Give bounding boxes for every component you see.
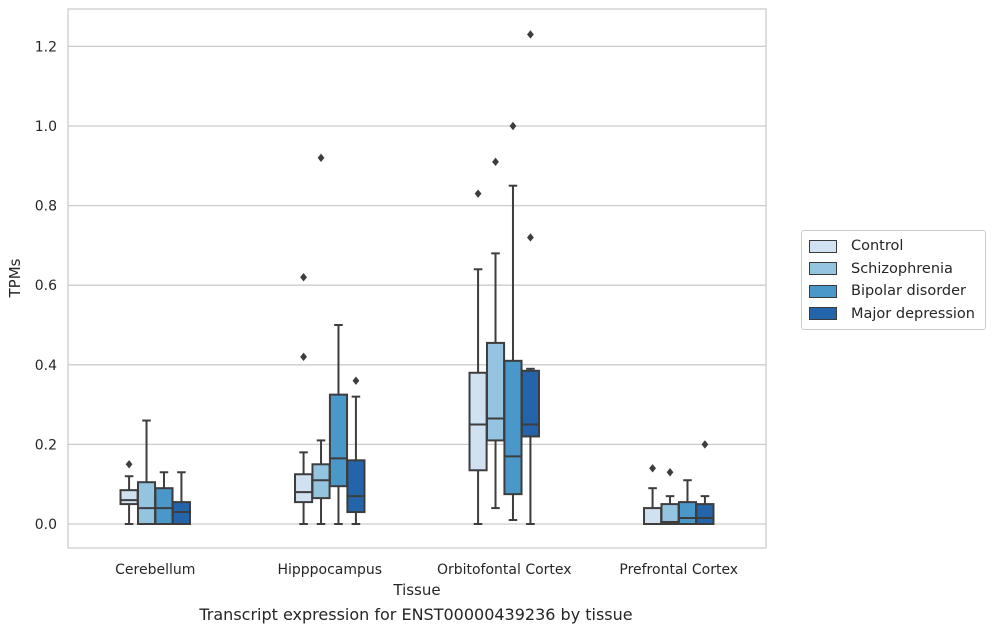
legend-swatch [809,262,837,276]
outlier-point [492,157,499,167]
outlier-point [352,376,360,385]
box-major-depression [695,440,715,526]
box-major-depression [520,30,540,525]
box-bipolar-disorder [503,121,523,522]
iqr-box [294,473,314,504]
x-tick-label: Cerebellum [115,562,195,578]
outlier-point [701,440,709,449]
outlier-point [125,460,133,469]
y-tick-label: 0.4 [35,358,57,374]
iqr-box [485,341,506,442]
box-control [468,189,488,525]
legend: Control Schizophrenia Bipolar disorder Majo… [801,230,986,330]
x-tick-labels: Cerebellum Hipppocampus Orbitofontal Corte… [115,562,738,578]
box-control [119,460,139,525]
iqr-box [328,393,349,488]
outlier-point [509,121,517,131]
y-tick-label: 1.0 [35,119,57,135]
legend-label: Control [851,238,904,255]
outlier-point [317,153,325,163]
legend-label: Schizophrenia [851,260,953,277]
legend-item: Schizophrenia [802,258,985,281]
box-control [294,273,314,525]
y-tick-labels: 0.0 0.2 0.4 0.6 0.8 1.0 1.2 [35,39,57,533]
grid-lines [68,45,766,525]
outlier-point [300,352,307,362]
outlier-point [666,468,674,477]
outlier-point [474,189,482,198]
iqr-box [643,507,663,525]
legend-item: Major depression [802,303,985,326]
box-schizophrenia [311,153,331,525]
iqr-box [695,503,715,526]
box-major-depression [171,471,191,525]
iqr-box [503,359,523,496]
box-schizophrenia [485,157,506,510]
y-axis-title: TPMs [6,258,24,298]
legend-item: Control [802,235,985,258]
y-tick-label: 0.8 [35,199,57,215]
legend-swatch [809,239,837,253]
iqr-box [520,369,540,438]
box-bipolar-disorder [677,479,698,525]
legend-label: Major depression [851,305,975,322]
x-axis-title: Tissue [392,581,440,599]
box-schizophrenia [660,468,680,526]
outlier-point [649,464,656,473]
box-bipolar-disorder [328,324,349,525]
box-control [643,464,663,525]
outlier-point [300,273,307,282]
legend-label: Bipolar disorder [851,283,966,300]
outlier-point [527,233,534,242]
iqr-box [119,489,139,506]
plot-frame [67,8,767,549]
legend-item: Bipolar disorder [802,280,985,303]
box-bipolar-disorder [154,471,174,525]
y-tick-label: 1.2 [35,39,57,55]
box-schizophrenia [136,419,157,525]
box-major-depression [346,376,366,525]
y-tick-label: 0.2 [35,437,57,453]
outlier-point [527,30,534,39]
iqr-box [154,487,174,525]
iqr-box [136,481,157,525]
iqr-box [468,371,488,472]
iqr-box [677,501,698,525]
legend-swatch [809,284,837,298]
y-tick-label: 0.0 [35,517,57,533]
y-tick-label: 0.6 [35,278,57,294]
x-tick-label: Orbitofontal Cortex [437,562,572,578]
x-tick-label: Hipppocampus [277,562,382,578]
legend-swatch [809,307,837,321]
box-groups [119,30,715,526]
iqr-box [346,459,366,514]
x-tick-label: Prefrontal Cortex [619,562,738,578]
chart-caption: Transcript expression for ENST0000043923… [199,605,633,624]
